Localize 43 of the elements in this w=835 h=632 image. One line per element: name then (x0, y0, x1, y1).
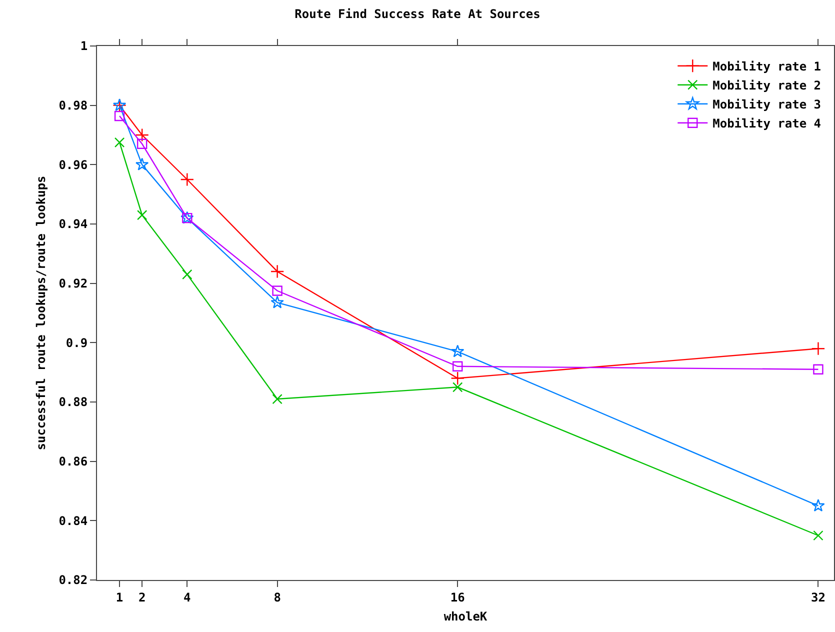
x-tick-label: 16 (450, 590, 465, 604)
x-axis-title: wholeK (444, 609, 488, 624)
y-axis-title: successful route lookups/route lookups (34, 176, 48, 450)
point (270, 296, 284, 308)
point (451, 344, 464, 358)
y-tick-label: 0.92 (58, 276, 88, 291)
chart-title: Route Find Success Rate At Sources (294, 6, 540, 21)
x-tick-label: 8 (274, 590, 281, 604)
point (114, 137, 125, 148)
legend-label: Mobility rate 2 (712, 78, 822, 93)
point (452, 382, 463, 392)
y-tick-label: 1 (80, 39, 88, 54)
legend-label: Mobility rate 4 (712, 116, 822, 131)
y-tick-label: 0.88 (58, 395, 88, 410)
x-tick-label: 32 (810, 590, 826, 604)
point (136, 210, 148, 220)
point (114, 110, 125, 122)
point (135, 158, 149, 170)
point (812, 498, 825, 512)
point (180, 172, 194, 186)
y-tick-label: 0.9 (66, 336, 88, 350)
point (813, 530, 824, 541)
point (450, 371, 465, 386)
x-tick-label: 4 (184, 590, 191, 604)
point (452, 361, 463, 372)
y-tick-label: 0.84 (58, 514, 88, 528)
y-tick-label: 0.82 (58, 573, 88, 588)
legend-label: Mobility rate 3 (712, 98, 822, 112)
point (272, 394, 282, 404)
point (813, 364, 824, 374)
legend-label: Mobility rate 1 (712, 60, 822, 74)
x-tick-label: 2 (138, 590, 146, 604)
point (182, 269, 192, 280)
y-tick-label: 0.98 (58, 98, 88, 113)
point (811, 342, 826, 356)
x-tick-label: 1 (116, 590, 124, 604)
point (136, 138, 148, 149)
point (270, 264, 284, 278)
y-tick-label: 0.96 (58, 158, 88, 172)
y-tick-label: 0.86 (58, 454, 88, 469)
point (272, 286, 282, 296)
point (135, 128, 149, 142)
y-tick-label: 0.94 (58, 217, 88, 232)
